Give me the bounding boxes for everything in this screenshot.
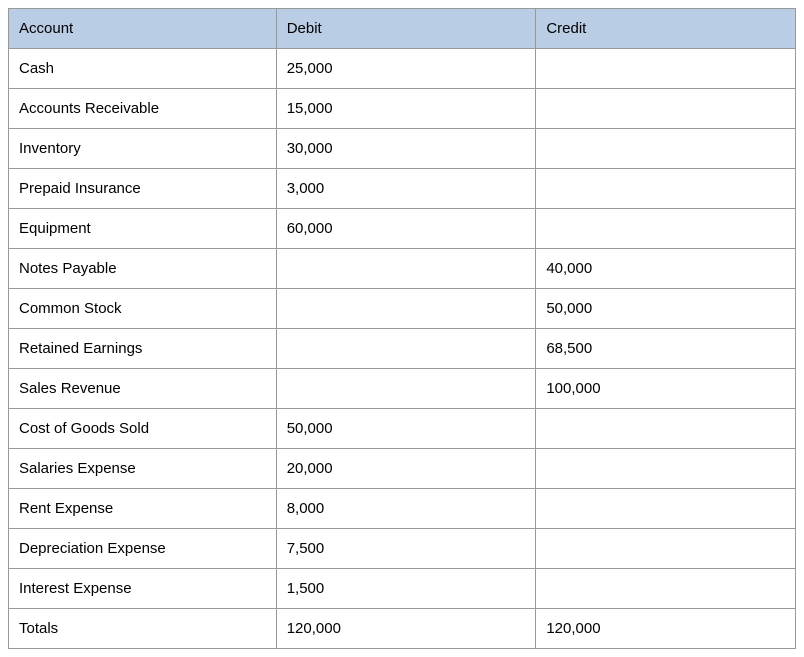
table-row: Salaries Expense 20,000: [9, 449, 796, 489]
cell-debit: 50,000: [276, 409, 536, 449]
cell-credit: [536, 409, 796, 449]
cell-account: Accounts Receivable: [9, 89, 277, 129]
table-row: Common Stock 50,000: [9, 289, 796, 329]
cell-account: Sales Revenue: [9, 369, 277, 409]
table-row: Retained Earnings 68,500: [9, 329, 796, 369]
cell-debit: 1,500: [276, 569, 536, 609]
cell-credit: 68,500: [536, 329, 796, 369]
cell-debit: 25,000: [276, 49, 536, 89]
cell-account: Totals: [9, 609, 277, 649]
column-header-debit: Debit: [276, 9, 536, 49]
table-row: Interest Expense 1,500: [9, 569, 796, 609]
table-row: Accounts Receivable 15,000: [9, 89, 796, 129]
table-body: Cash 25,000 Accounts Receivable 15,000 I…: [9, 49, 796, 649]
cell-account: Cash: [9, 49, 277, 89]
cell-debit: 15,000: [276, 89, 536, 129]
column-header-account: Account: [9, 9, 277, 49]
table-row: Prepaid Insurance 3,000: [9, 169, 796, 209]
cell-account: Retained Earnings: [9, 329, 277, 369]
cell-debit: 30,000: [276, 129, 536, 169]
cell-credit: [536, 129, 796, 169]
cell-credit: [536, 209, 796, 249]
table-header-row: Account Debit Credit: [9, 9, 796, 49]
cell-account: Rent Expense: [9, 489, 277, 529]
cell-credit: [536, 569, 796, 609]
cell-account: Inventory: [9, 129, 277, 169]
table-row: Notes Payable 40,000: [9, 249, 796, 289]
cell-debit: [276, 289, 536, 329]
cell-account: Prepaid Insurance: [9, 169, 277, 209]
cell-credit: [536, 529, 796, 569]
table-row: Rent Expense 8,000: [9, 489, 796, 529]
table-row: Cost of Goods Sold 50,000: [9, 409, 796, 449]
cell-debit: [276, 249, 536, 289]
cell-credit: [536, 489, 796, 529]
table-row-totals: Totals 120,000 120,000: [9, 609, 796, 649]
cell-debit: 7,500: [276, 529, 536, 569]
cell-credit: [536, 89, 796, 129]
cell-account: Equipment: [9, 209, 277, 249]
table-row: Depreciation Expense 7,500: [9, 529, 796, 569]
column-header-credit: Credit: [536, 9, 796, 49]
cell-credit: 40,000: [536, 249, 796, 289]
cell-credit: 100,000: [536, 369, 796, 409]
cell-credit: 120,000: [536, 609, 796, 649]
cell-debit: 60,000: [276, 209, 536, 249]
cell-debit: [276, 369, 536, 409]
cell-account: Salaries Expense: [9, 449, 277, 489]
cell-credit: [536, 449, 796, 489]
cell-credit: [536, 169, 796, 209]
trial-balance-table: Account Debit Credit Cash 25,000 Account…: [8, 8, 796, 649]
cell-account: Cost of Goods Sold: [9, 409, 277, 449]
cell-account: Interest Expense: [9, 569, 277, 609]
cell-credit: [536, 49, 796, 89]
table-row: Equipment 60,000: [9, 209, 796, 249]
cell-account: Common Stock: [9, 289, 277, 329]
cell-debit: 20,000: [276, 449, 536, 489]
cell-debit: 120,000: [276, 609, 536, 649]
cell-debit: 3,000: [276, 169, 536, 209]
table-row: Cash 25,000: [9, 49, 796, 89]
cell-debit: [276, 329, 536, 369]
table-row: Inventory 30,000: [9, 129, 796, 169]
table-row: Sales Revenue 100,000: [9, 369, 796, 409]
cell-account: Notes Payable: [9, 249, 277, 289]
cell-account: Depreciation Expense: [9, 529, 277, 569]
cell-credit: 50,000: [536, 289, 796, 329]
cell-debit: 8,000: [276, 489, 536, 529]
